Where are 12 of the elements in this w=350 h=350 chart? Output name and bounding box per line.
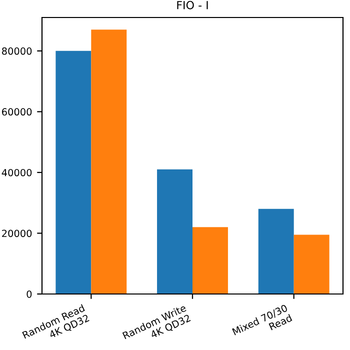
bar [91, 30, 127, 294]
bar [294, 234, 330, 294]
y-tick-label: 40000 [2, 168, 32, 176]
chart-title: FIO - I [177, 0, 208, 10]
y-tick-label: 60000 [2, 108, 32, 116]
bar [192, 227, 228, 294]
bar [157, 169, 192, 294]
y-tick-label: 80000 [2, 47, 32, 55]
bar [258, 208, 294, 294]
y-tick-label: 0 [26, 290, 32, 298]
bar [56, 50, 92, 294]
y-tick-label: 20000 [2, 230, 32, 238]
